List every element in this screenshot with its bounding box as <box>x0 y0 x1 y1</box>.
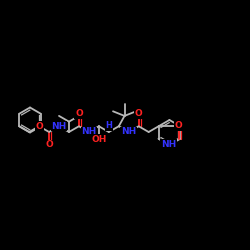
Text: O: O <box>75 109 83 118</box>
Text: O: O <box>135 109 142 118</box>
Text: O: O <box>175 122 182 130</box>
Text: NH: NH <box>121 128 136 136</box>
Text: H: H <box>105 122 112 130</box>
Text: NH: NH <box>81 128 96 136</box>
Text: O: O <box>35 122 43 131</box>
Text: NH: NH <box>52 122 67 131</box>
Text: OH: OH <box>91 134 106 143</box>
Text: NH: NH <box>161 140 176 149</box>
Text: O: O <box>45 140 53 149</box>
